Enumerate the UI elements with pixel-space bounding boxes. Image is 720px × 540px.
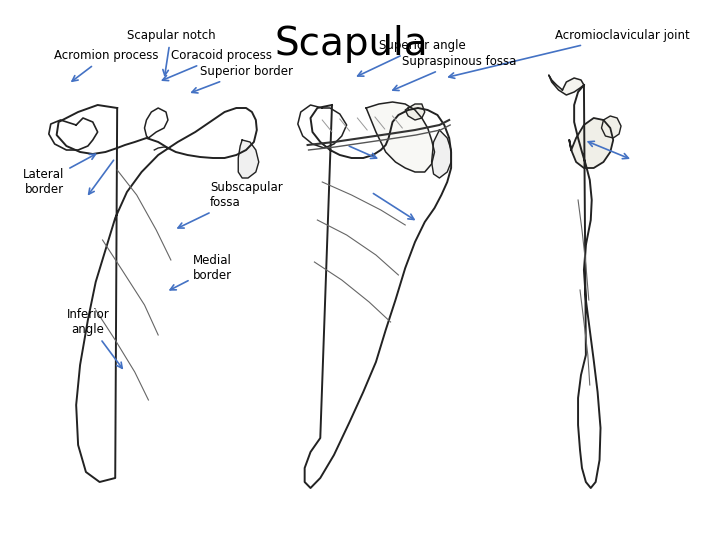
Polygon shape <box>366 102 435 172</box>
Text: Acromion process: Acromion process <box>54 49 158 81</box>
Polygon shape <box>570 118 613 168</box>
Text: Superior border: Superior border <box>192 65 293 93</box>
Polygon shape <box>145 108 168 138</box>
Text: Lateral
border: Lateral border <box>23 154 96 196</box>
Text: Coracoid process: Coracoid process <box>163 49 272 80</box>
Polygon shape <box>574 85 600 488</box>
Text: Scapula: Scapula <box>275 25 428 63</box>
Polygon shape <box>601 116 621 138</box>
Text: Scapular notch: Scapular notch <box>127 29 215 76</box>
Polygon shape <box>431 130 451 178</box>
Polygon shape <box>238 140 258 178</box>
Text: Supraspinous fossa: Supraspinous fossa <box>393 55 517 91</box>
Text: Medial
border: Medial border <box>170 254 233 290</box>
Text: Superior angle: Superior angle <box>358 39 466 76</box>
Polygon shape <box>549 75 584 95</box>
Polygon shape <box>405 104 425 120</box>
Polygon shape <box>298 105 346 148</box>
Text: Acromioclavicular joint: Acromioclavicular joint <box>449 29 689 78</box>
Text: Inferior
angle: Inferior angle <box>66 308 122 368</box>
Polygon shape <box>49 118 98 150</box>
Polygon shape <box>305 105 451 488</box>
Text: Subscapular
fossa: Subscapular fossa <box>178 181 283 228</box>
Polygon shape <box>57 105 257 482</box>
